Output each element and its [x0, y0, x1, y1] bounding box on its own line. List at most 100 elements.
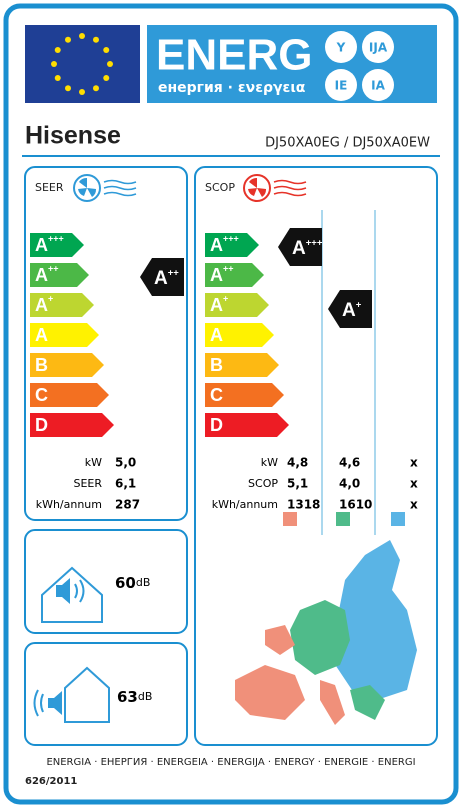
star	[93, 85, 99, 92]
row-value: 5,0	[115, 456, 136, 470]
language-badge	[362, 31, 394, 63]
star	[54, 75, 61, 81]
class-arrow	[205, 293, 269, 317]
row-label: SEER	[73, 477, 102, 490]
row-value: 4,8	[287, 456, 308, 470]
rating-marker	[328, 290, 372, 328]
language-badge	[325, 31, 357, 63]
class-label: A+	[210, 294, 228, 315]
house-icon	[41, 566, 103, 623]
class-arrow	[30, 353, 104, 377]
class-label: A+++	[35, 234, 64, 255]
class-arrow	[205, 323, 274, 347]
row-label: kWh/annum	[212, 498, 278, 511]
class-label: A+++	[210, 234, 239, 255]
banner-subtitle: енергия · ενεργεια	[158, 80, 306, 96]
fan-icon	[73, 174, 101, 202]
cold-waves	[103, 179, 137, 197]
language-code: IJA	[369, 41, 388, 55]
row-value: 1610	[339, 498, 372, 512]
class-arrow	[205, 383, 284, 407]
heat-waves	[273, 179, 307, 197]
star	[103, 75, 110, 81]
class-label: A+	[35, 294, 53, 315]
fan-blades	[78, 177, 97, 197]
class-arrow	[30, 233, 84, 257]
energ-logo: ENERG	[156, 31, 312, 80]
language-code: IE	[335, 79, 348, 93]
outdoor-noise-panel	[24, 642, 188, 746]
class-arrow	[30, 323, 99, 347]
class-arrow	[30, 413, 114, 437]
star	[107, 61, 113, 67]
class-label: D	[210, 415, 223, 435]
star	[51, 61, 57, 67]
class-label: A	[35, 325, 48, 345]
brand: Hisense	[25, 122, 121, 150]
row-label: kW	[85, 456, 102, 469]
row-label: kW	[261, 456, 278, 469]
class-label: C	[35, 385, 48, 405]
house-icon	[64, 666, 110, 723]
row-value: 4,6	[339, 456, 360, 470]
class-arrow	[30, 263, 89, 287]
star	[65, 85, 71, 92]
class-label: A++	[210, 264, 234, 285]
speaker-icon	[56, 578, 70, 604]
class-label: A++	[154, 267, 179, 289]
row-label: SCOP	[248, 477, 278, 490]
class-label: C	[210, 385, 223, 405]
regulation: 626/2011	[25, 776, 77, 787]
row-value: x	[410, 477, 418, 491]
star	[79, 33, 85, 39]
fan-blades	[248, 177, 267, 197]
eu-stars	[51, 33, 113, 95]
scop-label: SCOP	[205, 181, 235, 194]
row-value: 6,1	[115, 477, 136, 491]
class-arrow	[205, 353, 279, 377]
class-label: A+	[342, 299, 362, 321]
row-value: 287	[115, 498, 140, 512]
row-label: kWh/annum	[36, 498, 102, 511]
footer-languages: ENERGIA · ЕНЕРГИЯ · ЕNЕRGЕIA · ENERGIJA …	[46, 757, 415, 768]
class-label: A++	[35, 264, 59, 285]
sound-waves	[33, 689, 44, 717]
row-value: 4,0	[339, 477, 360, 491]
zone-warm	[283, 512, 297, 526]
class-arrow	[30, 383, 109, 407]
star	[93, 36, 99, 43]
class-arrow	[205, 413, 289, 437]
language-code: IA	[371, 79, 385, 93]
rating-marker	[140, 258, 184, 296]
fan-icon	[243, 174, 271, 202]
class-label: B	[210, 355, 223, 375]
rating-marker	[278, 228, 322, 266]
seer-label: SEER	[35, 181, 64, 194]
star	[54, 47, 61, 53]
europe-map	[235, 540, 417, 725]
class-arrow	[30, 293, 94, 317]
heating-panel	[194, 166, 438, 746]
class-label: D	[35, 415, 48, 435]
class-arrow	[205, 263, 264, 287]
star	[79, 89, 85, 95]
row-value: 5,1	[287, 477, 308, 491]
class-label: A+++	[292, 237, 323, 259]
speaker-icon	[48, 691, 62, 715]
outdoor-noise: 63dB	[117, 688, 152, 706]
star	[65, 36, 71, 43]
language-code: Y	[336, 41, 346, 55]
indoor-noise-panel	[24, 529, 188, 634]
row-value: x	[410, 456, 418, 470]
language-badge	[325, 69, 357, 101]
indoor-noise: 60dB	[115, 574, 150, 592]
row-value: 1318	[287, 498, 320, 512]
star	[103, 47, 110, 53]
zone-cold	[391, 512, 405, 526]
cooling-panel	[24, 166, 188, 521]
class-arrow	[205, 233, 259, 257]
zone-average	[336, 512, 350, 526]
class-label: A	[210, 325, 223, 345]
row-value: x	[410, 498, 418, 512]
